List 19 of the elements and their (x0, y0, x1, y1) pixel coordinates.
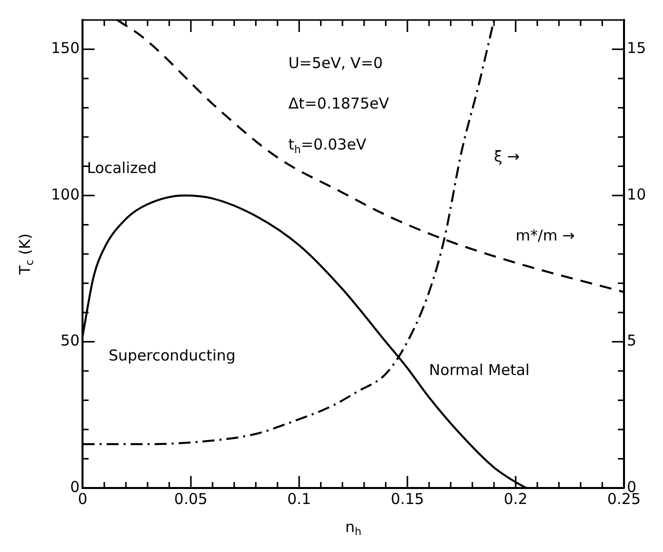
y-tick-label: 100 (50, 185, 80, 204)
y2-tick-label: 5 (626, 332, 636, 350)
y2-tick-label: 15 (626, 39, 646, 58)
y-tick-label: 0 (70, 478, 80, 496)
y-tick-label: 50 (60, 332, 80, 350)
y2-tick-label: 10 (626, 185, 646, 204)
y-tick-label: 150 (50, 39, 80, 58)
annotation: U=5eV, V=0 (288, 54, 383, 72)
annotation: Normal Metal (429, 360, 530, 379)
x-tick-label: 0.2 (504, 490, 528, 508)
annotation: Localized (86, 159, 157, 178)
y-axis-title: Tc (K) (16, 233, 36, 276)
x-tick-label: 0.05 (174, 490, 208, 508)
annotation: ξ → (494, 147, 520, 166)
annotation: Superconducting (108, 346, 236, 364)
annotation: m*/m → (516, 226, 575, 244)
annotation: Δt=0.1875eV (288, 94, 390, 113)
x-tick-label: 0.15 (390, 490, 424, 508)
x-tick-label: 0.1 (287, 490, 312, 508)
